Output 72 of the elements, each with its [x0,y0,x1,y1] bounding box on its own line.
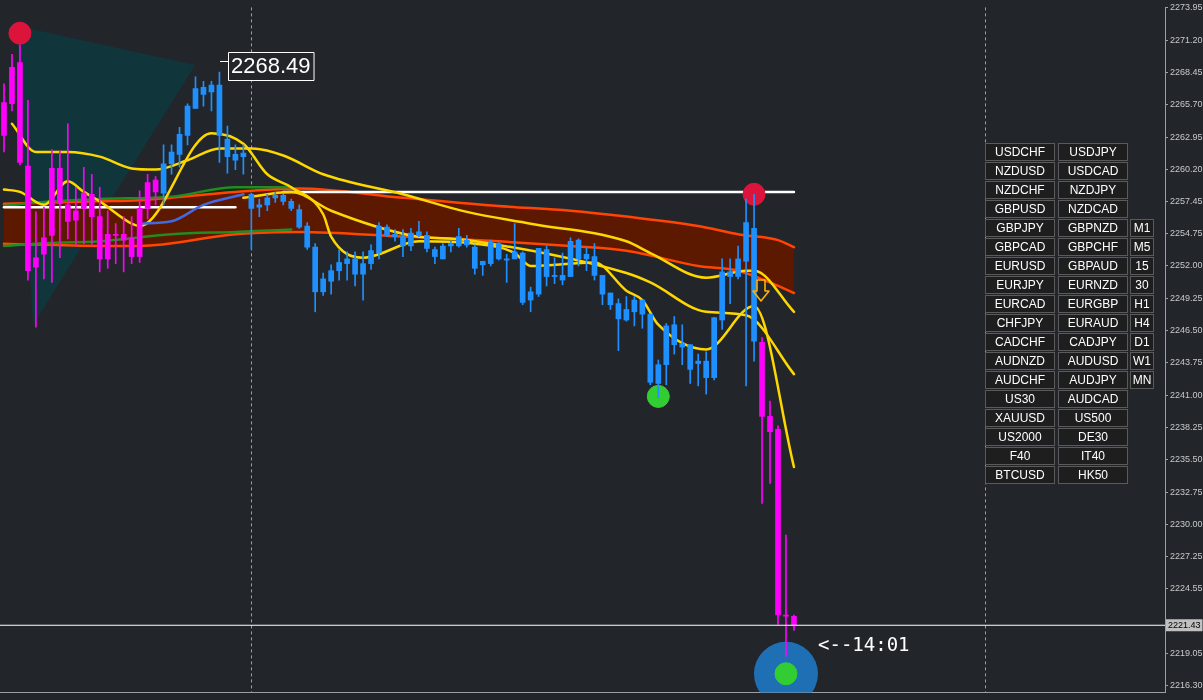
y-tick-label: 2224.55 [1170,583,1203,594]
annotation: 15 [1130,257,1154,275]
annotation: NZDCHF [985,181,1055,199]
annotation: 30 [1130,276,1154,294]
annotation: NZDUSD [985,162,1055,180]
y-tick-label: 2238.25 [1170,422,1203,433]
annotation: M5 [1130,238,1154,256]
annotation: XAUUSD [985,409,1055,427]
y-tick-label: 2246.50 [1170,325,1203,336]
annotation: GBPUSD [985,200,1055,218]
annotation: GBPNZD [1058,219,1128,237]
y-tick-label: 2252.00 [1170,260,1203,271]
annotation: CADJPY [1058,333,1128,351]
ref-line-label: 2221.43 [1168,619,1201,630]
y-tick-label: 2216.30 [1170,680,1203,691]
annotation: GBPCHF [1058,238,1128,256]
annotation: CADCHF [985,333,1055,351]
y-tick-label: 2268.45 [1170,67,1203,78]
annotation: AUDJPY [1058,371,1128,389]
y-tick-label: 2241.00 [1170,389,1203,400]
y-tick-label: 2271.20 [1170,34,1203,45]
y-tick-label: 2227.25 [1170,551,1203,562]
y-tick-label: 2232.75 [1170,486,1203,497]
y-tick-label: 2219.05 [1170,647,1203,658]
annotation: H1 [1130,295,1154,313]
annotation: AUDUSD [1058,352,1128,370]
y-tick-label: 2273.95 [1170,2,1203,13]
y-tick-label: 2235.50 [1170,454,1203,465]
annotation: NZDCAD [1058,200,1128,218]
annotation: GBPCAD [985,238,1055,256]
annotation: D1 [1130,333,1154,351]
y-tick-label: 2257.45 [1170,196,1203,207]
annotation: GBPAUD [1058,257,1128,275]
y-tick-label: 2249.25 [1170,292,1203,303]
annotation: HK50 [1058,466,1128,484]
annotation: W1 [1130,352,1154,370]
annotation: EURGBP [1058,295,1128,313]
annotation: AUDCHF [985,371,1055,389]
y-tick-label: 2243.75 [1170,357,1203,368]
y-tick-label: 2254.75 [1170,228,1203,239]
annotation: CHFJPY [985,314,1055,332]
annotation: EURUSD [985,257,1055,275]
y-tick-label: 2262.95 [1170,131,1203,142]
annotation: <--14:01 [818,632,910,655]
annotation: EURNZD [1058,276,1128,294]
annotation: DE30 [1058,428,1128,446]
point [8,21,32,45]
annotation: EURCAD [985,295,1055,313]
annotation: BTCUSD [985,466,1055,484]
y-tick-label: 2260.20 [1170,164,1203,175]
annotation: IT40 [1058,447,1128,465]
annotation: US500 [1058,409,1128,427]
annotation: M1 [1130,219,1154,237]
annotation: F40 [985,447,1055,465]
y-tick-label: 2230.00 [1170,519,1203,530]
annotation: USDCAD [1058,162,1128,180]
point [646,384,670,408]
annotation: USDCHF [985,143,1055,161]
annotation: GBPJPY [985,219,1055,237]
annotation: US2000 [985,428,1055,446]
annotation: EURJPY [985,276,1055,294]
annotation: AUDNZD [985,352,1055,370]
annotation: USDJPY [1058,143,1128,161]
annotation: MN [1130,371,1154,389]
annotation: 2268.49 [231,53,311,79]
annotation: NZDJPY [1058,181,1128,199]
annotation: EURAUD [1058,314,1128,332]
annotation: US30 [985,390,1055,408]
point [742,182,766,206]
annotation: AUDCAD [1058,390,1128,408]
y-tick-label: 2265.70 [1170,99,1203,110]
annotation: H4 [1130,314,1154,332]
